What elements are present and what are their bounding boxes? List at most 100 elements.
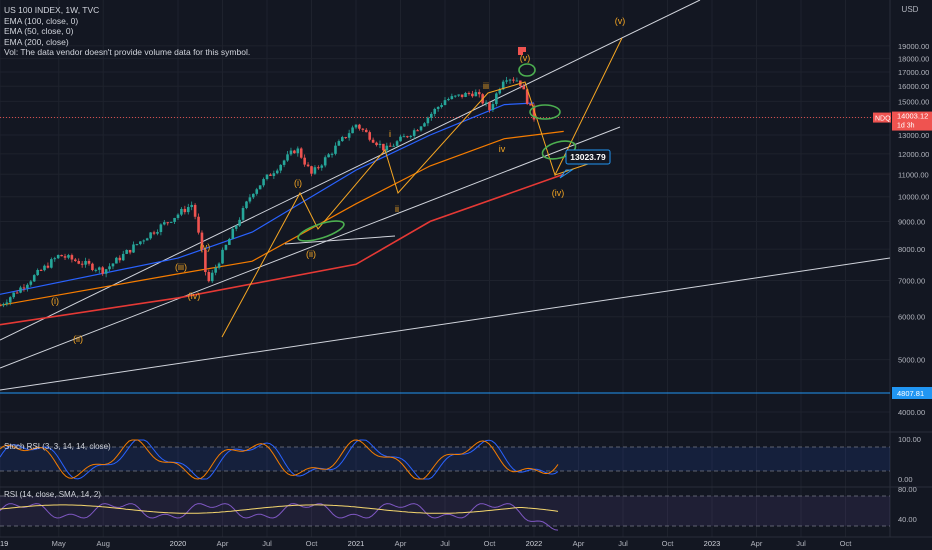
wave-label: i xyxy=(389,129,391,139)
candle-body xyxy=(108,266,111,270)
candle-body xyxy=(43,265,46,271)
candle-body xyxy=(464,92,467,97)
candle-body xyxy=(371,139,375,143)
candle-body xyxy=(416,130,419,132)
candle-body xyxy=(337,141,341,146)
candle-body xyxy=(501,81,505,90)
candle-body xyxy=(163,222,166,225)
candle-body xyxy=(474,92,478,97)
wave-label: (v) xyxy=(615,16,626,26)
candle-body xyxy=(67,255,70,258)
highlight-ellipse-4 xyxy=(541,140,577,160)
highlight-ellipse-3 xyxy=(529,104,561,120)
candle-body xyxy=(15,292,19,294)
target-pointer xyxy=(559,169,574,179)
long-trend-line xyxy=(0,257,891,391)
candle-body xyxy=(97,267,101,270)
candle-body xyxy=(111,263,115,267)
stoch-band xyxy=(0,447,890,471)
time-tick: Apr xyxy=(751,539,763,548)
legend-ema100[interactable]: EMA (100, close, 0) xyxy=(4,15,79,26)
candle-body xyxy=(347,133,351,138)
candle-body xyxy=(320,165,324,168)
candle-body xyxy=(409,135,413,137)
candle-body xyxy=(173,217,176,222)
candle-body xyxy=(313,167,317,174)
time-tick: Apr xyxy=(217,539,229,548)
candle-body xyxy=(56,254,60,259)
candle-body xyxy=(231,228,235,239)
wave-label: (iv) xyxy=(552,188,565,198)
candle-body xyxy=(166,222,170,224)
time-tick: Apr xyxy=(573,539,585,548)
candle-body xyxy=(26,284,29,289)
stoch-tick: 100.00 xyxy=(898,435,921,444)
candle-body xyxy=(152,232,156,234)
candle-body xyxy=(101,267,104,274)
candle-body xyxy=(149,232,152,239)
candle-body xyxy=(488,102,491,110)
price-tick: 19000.00 xyxy=(898,42,929,51)
candle-body xyxy=(176,214,180,218)
wave-label: (v) xyxy=(200,242,211,252)
candle-body xyxy=(286,154,289,161)
candle-body xyxy=(402,136,406,138)
candle-body xyxy=(515,80,519,82)
candle-body xyxy=(279,164,282,171)
symbol-tag-label: NDQ xyxy=(875,116,891,123)
legend-ema50[interactable]: EMA (50, close, 0) xyxy=(4,26,74,36)
price-tick: 13000.00 xyxy=(898,131,929,140)
candle-body xyxy=(234,225,238,229)
candle-body xyxy=(32,275,36,282)
wave-label: iv xyxy=(499,144,506,154)
wave-label: (ii) xyxy=(306,249,316,259)
candle-body xyxy=(204,249,207,272)
sell-flag-icon xyxy=(518,47,526,55)
rsi-tick: 40.00 xyxy=(898,515,917,524)
rsi-tick: 80.00 xyxy=(898,485,917,494)
candle-body xyxy=(197,216,200,233)
candle-body xyxy=(221,249,224,264)
channel-upper-line xyxy=(0,0,701,341)
ema200-line xyxy=(0,173,564,326)
candle-body xyxy=(8,297,12,303)
candle-body xyxy=(467,92,471,94)
candle-body xyxy=(84,260,87,265)
price-tick: 17000.00 xyxy=(898,68,929,77)
price-tick: 6000.00 xyxy=(898,313,925,322)
candle-body xyxy=(258,185,262,190)
price-tick: 7000.00 xyxy=(898,277,925,286)
highlight-ellipse-2 xyxy=(518,63,536,77)
ema50-line xyxy=(0,102,535,295)
candle-body xyxy=(525,89,529,104)
wave-label: (i) xyxy=(294,178,302,188)
stoch-rsi-label: Stoch RSI (3, 3, 14, 14, close) xyxy=(4,442,111,451)
time-tick: 2019 xyxy=(0,539,8,548)
highlight-ellipse-1 xyxy=(297,220,345,242)
candle-body xyxy=(512,79,515,81)
candle-body xyxy=(460,94,464,97)
candle-body xyxy=(169,221,173,223)
candle-body xyxy=(248,197,252,202)
candle-body xyxy=(224,244,228,250)
candle-body xyxy=(207,271,211,282)
wave-label: (iii) xyxy=(175,262,187,272)
symbol-tag xyxy=(873,112,891,123)
wave-label: (v) xyxy=(520,53,531,63)
candle-body xyxy=(118,257,122,261)
channel-lower-line xyxy=(0,126,621,369)
candle-body xyxy=(245,201,248,209)
candle-body xyxy=(433,108,437,114)
legend-symbol[interactable]: US 100 INDEX, 1W, TVC xyxy=(4,5,100,15)
time-tick: Jul xyxy=(262,539,272,548)
candle-body xyxy=(39,270,43,272)
legend-ema200[interactable]: EMA (200, close) xyxy=(4,36,69,47)
wave-ii-support-line xyxy=(284,235,396,245)
price-tick: 10000.00 xyxy=(898,193,929,202)
candle-body xyxy=(115,257,118,264)
candle-body xyxy=(91,263,94,271)
candle-body xyxy=(351,127,354,134)
level-tag xyxy=(892,387,932,399)
time-tick: Oct xyxy=(306,539,319,548)
